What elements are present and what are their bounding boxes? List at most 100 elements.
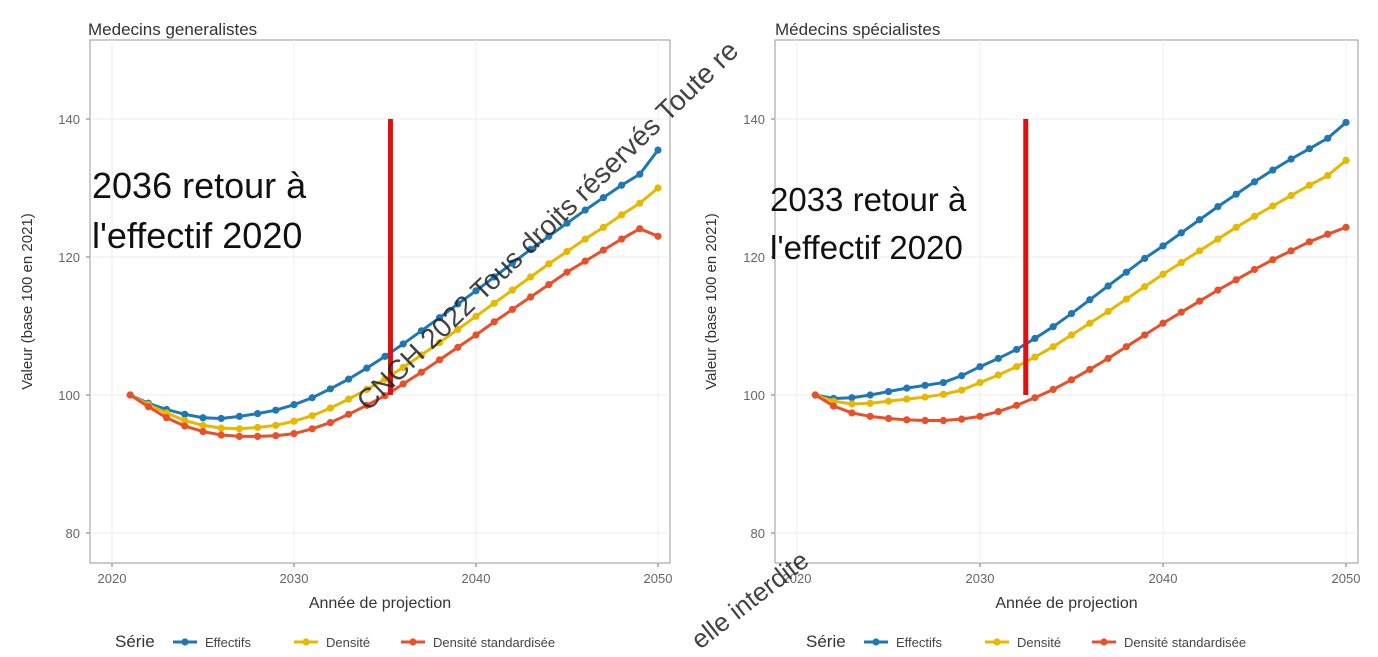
data-point — [217, 431, 225, 439]
data-point — [454, 325, 462, 334]
data-point — [126, 391, 134, 399]
data-point — [454, 300, 462, 308]
data-point — [884, 414, 893, 423]
data-point — [1269, 256, 1277, 264]
data-point — [454, 343, 462, 351]
data-point — [1196, 297, 1204, 305]
data-point — [272, 406, 280, 414]
data-point — [545, 260, 553, 268]
data-point — [848, 409, 856, 417]
watermark-lower: elle interdite — [685, 545, 814, 655]
data-point — [921, 393, 929, 401]
data-point — [508, 305, 516, 314]
data-point — [1031, 394, 1039, 402]
data-point — [1287, 247, 1295, 255]
data-point — [345, 375, 353, 383]
data-point — [290, 430, 298, 438]
data-point — [976, 363, 984, 371]
legend-swatch-point — [302, 638, 310, 646]
data-point — [1104, 307, 1112, 316]
y-tick-label: 120 — [743, 250, 765, 265]
data-point — [958, 386, 966, 394]
data-point — [417, 351, 425, 359]
data-point — [527, 245, 535, 254]
data-point — [618, 235, 626, 243]
data-point — [254, 423, 262, 432]
data-point — [472, 287, 480, 295]
data-point — [308, 394, 316, 402]
data-point — [527, 273, 535, 281]
data-point — [217, 424, 225, 432]
data-point — [994, 407, 1002, 416]
data-point — [399, 380, 407, 388]
data-point — [181, 422, 189, 430]
data-point — [417, 368, 425, 376]
data-point — [1214, 203, 1222, 211]
data-point — [1159, 270, 1167, 278]
data-point — [1159, 319, 1167, 327]
data-point — [563, 219, 571, 227]
data-point — [508, 259, 516, 267]
data-point — [994, 354, 1002, 363]
data-point — [1324, 134, 1332, 142]
data-point — [199, 427, 207, 436]
data-point — [976, 412, 984, 420]
data-point — [399, 363, 407, 371]
data-point — [830, 402, 838, 410]
data-point — [436, 314, 444, 322]
data-point — [563, 268, 571, 276]
data-point — [1177, 308, 1185, 316]
data-point — [1104, 282, 1112, 290]
data-point — [1013, 363, 1021, 371]
data-point — [958, 372, 966, 380]
data-point — [636, 199, 644, 207]
data-point — [490, 318, 498, 326]
data-point — [308, 412, 316, 420]
x-tick-label: 2020 — [98, 571, 127, 586]
legend-label: Densité — [326, 635, 370, 650]
data-point — [1067, 331, 1076, 339]
legend-title: Série — [115, 632, 155, 651]
data-point — [472, 331, 480, 339]
data-point — [1324, 171, 1332, 180]
x-tick-label: 2020 — [783, 571, 812, 586]
data-point — [1049, 343, 1057, 351]
data-point — [654, 184, 662, 192]
data-point — [326, 404, 334, 412]
data-point — [1196, 247, 1204, 255]
data-point — [1196, 216, 1204, 224]
legend-swatch-point — [993, 638, 1001, 646]
legend-swatch-point — [1100, 638, 1108, 646]
data-point — [866, 399, 874, 407]
legend-label: Densité — [1017, 635, 1061, 650]
data-point — [1013, 345, 1021, 354]
legend-label: Effectifs — [896, 635, 943, 650]
data-point — [599, 223, 608, 231]
data-point — [1177, 229, 1185, 237]
data-point — [811, 391, 819, 399]
data-point — [1086, 365, 1094, 374]
data-point — [545, 232, 553, 240]
annotation-text: 2036 retour à — [92, 165, 307, 206]
data-point — [599, 246, 608, 254]
x-tick-label: 2040 — [1149, 571, 1178, 586]
data-point — [545, 281, 553, 289]
data-point — [636, 225, 644, 233]
data-point — [363, 364, 371, 372]
data-point — [1324, 230, 1332, 238]
x-axis-label: Année de projection — [309, 595, 451, 612]
data-point — [1177, 258, 1185, 267]
x-tick-label: 2050 — [1332, 571, 1361, 586]
data-point — [994, 371, 1002, 379]
data-point — [1067, 376, 1076, 384]
data-point — [235, 432, 243, 440]
legend-label: Densité standardisée — [433, 635, 555, 650]
data-point — [527, 293, 535, 301]
data-point — [654, 232, 662, 240]
data-point — [1122, 268, 1130, 276]
data-point — [363, 401, 371, 409]
data-point — [1305, 181, 1313, 189]
data-point — [272, 421, 280, 429]
data-point — [163, 414, 171, 422]
chart-title: Medecins generalistes — [88, 20, 257, 39]
